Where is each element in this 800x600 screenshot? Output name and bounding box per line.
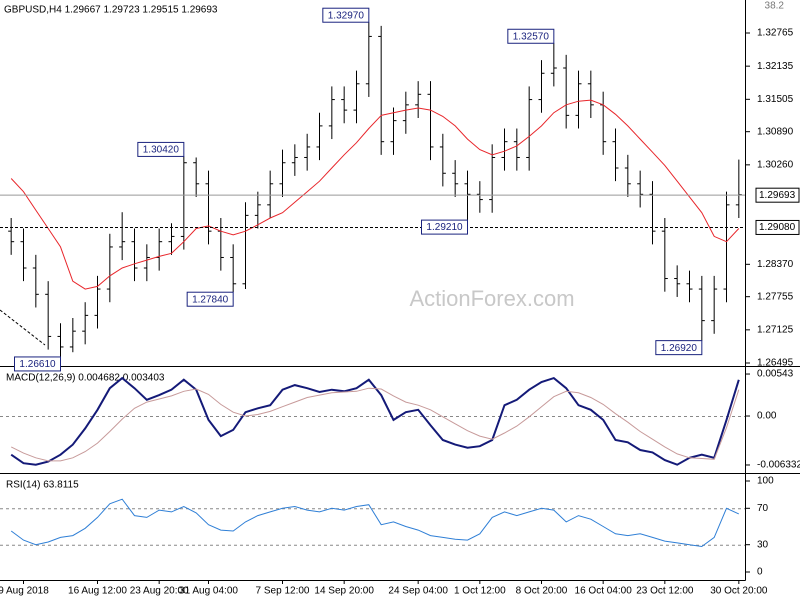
annotation-box xyxy=(322,7,370,23)
annotation-label: 1.29210 xyxy=(426,222,463,233)
x-tick-label: 24 Sep 04:00 xyxy=(388,586,448,597)
macd-line xyxy=(10,387,740,462)
price-label-box xyxy=(755,187,800,203)
x-tick-label: 9 Aug 2018 xyxy=(0,586,49,597)
x-tick-label: 14 Sep 20:00 xyxy=(314,586,374,597)
y-tick-label: 1.27755 xyxy=(757,291,794,302)
annotation-label: 1.26610 xyxy=(19,359,56,370)
annotation-box xyxy=(421,219,468,235)
rsi-line xyxy=(10,498,740,548)
y-tick-label: 1.32765 xyxy=(757,28,794,39)
annotation-box xyxy=(137,141,185,157)
x-tick-label: 30 Oct 20:00 xyxy=(710,586,768,597)
y-tick-label: 1.31505 xyxy=(757,94,794,105)
moving-average xyxy=(10,99,740,290)
x-tick-label: 23 Aug 20:00 xyxy=(130,586,189,597)
annotation-box xyxy=(14,356,61,372)
annotation-label: 1.26920 xyxy=(661,343,698,354)
annotation-box xyxy=(507,28,555,44)
price-label: 1.29693 xyxy=(759,190,796,201)
y-tick-label: 0.00 xyxy=(757,411,777,422)
y-tick-label: 30 xyxy=(757,539,769,550)
rsi-title: RSI(14) 63.8115 xyxy=(6,480,79,491)
annotation-label: 1.32570 xyxy=(513,31,550,42)
y-tick-label: 1.30890 xyxy=(757,126,794,137)
x-tick-label: 7 Sep 12:00 xyxy=(256,586,310,597)
x-tick-label: 16 Aug 12:00 xyxy=(68,586,127,597)
annotation-box xyxy=(186,291,234,307)
y-tick-label: 0.00543 xyxy=(757,369,794,380)
x-tick-label: 16 Oct 04:00 xyxy=(575,586,633,597)
annotation-box xyxy=(655,340,703,356)
x-tick-label: 8 Oct 20:00 xyxy=(516,586,568,597)
y-tick-label: 1.27125 xyxy=(757,324,794,335)
macd-line xyxy=(10,376,740,466)
price-label-box xyxy=(755,219,800,235)
fibo-label: 38.2 xyxy=(765,1,785,12)
macd-title: MACD(12,26,9) 0.004682 0.003403 xyxy=(6,373,165,384)
y-tick-label: 100 xyxy=(757,476,774,487)
price-label: 1.29080 xyxy=(759,222,796,233)
y-tick-label: 1.30260 xyxy=(757,159,794,170)
watermark: ActionForex.com xyxy=(409,286,574,311)
x-tick-label: 31 Aug 04:00 xyxy=(179,586,238,597)
y-tick-label: 1.26495 xyxy=(757,358,794,369)
y-tick-label: -0.006332 xyxy=(757,460,800,471)
price-title: GBPUSD,H4 1.29667 1.29723 1.29515 1.2969… xyxy=(4,5,218,16)
y-tick-label: 1.28370 xyxy=(757,259,794,270)
y-tick-label: 0 xyxy=(757,567,763,578)
x-tick-label: 1 Oct 12:00 xyxy=(454,586,506,597)
y-tick-label: 1.32135 xyxy=(757,61,794,72)
x-tick-label: 23 Oct 12:00 xyxy=(636,586,694,597)
annotation-label: 1.32970 xyxy=(328,10,365,21)
annotation-label: 1.27840 xyxy=(192,294,229,305)
y-tick-label: 70 xyxy=(757,503,769,514)
annotation-label: 1.30420 xyxy=(143,145,180,156)
trend-line xyxy=(0,309,46,346)
